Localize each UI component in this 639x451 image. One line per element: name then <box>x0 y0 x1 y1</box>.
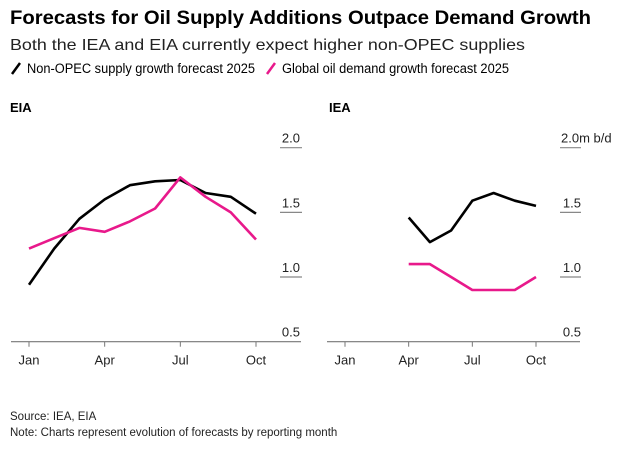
y-tick-label: 0.5 <box>282 325 300 340</box>
legend-label-demand: Global oil demand growth forecast 2025 <box>282 61 509 76</box>
legend-swatch-demand <box>267 63 275 74</box>
legend: Non-OPEC supply growth forecast 2025 Glo… <box>12 61 509 76</box>
legend-label-supply: Non-OPEC supply growth forecast 2025 <box>27 61 255 76</box>
panel-title-eia: EIA <box>10 100 32 115</box>
eia-panel: 0.5 1.0 1.5 2.0 Jan Apr Jul Oct <box>11 131 302 368</box>
source-note: Source: IEA, EIA <box>10 411 97 423</box>
x-tick-label: Oct <box>246 353 267 368</box>
y-unit-label: m b/d <box>579 131 612 146</box>
y-tick-label: 1.0 <box>563 260 581 275</box>
y-tick-label: 2.0 <box>282 131 300 146</box>
series-line-supply <box>29 180 256 285</box>
legend-swatch-supply <box>12 63 20 74</box>
x-tick-label: Jul <box>172 353 189 368</box>
y-tick-label: 2.0m b/d <box>561 131 612 146</box>
iea-panel: 0.5 1.0 1.5 2.0m b/d Jan Apr Jul Oct <box>327 131 612 368</box>
series-line-supply <box>409 193 536 242</box>
y-tick-label: 0.5 <box>563 325 581 340</box>
footnote: Note: Charts represent evolution of fore… <box>10 427 337 439</box>
y-tick-label: 1.0 <box>282 260 300 275</box>
x-tick-label: Oct <box>526 353 547 368</box>
x-tick-label: Apr <box>399 353 420 368</box>
y-tick-label: 1.5 <box>563 195 581 210</box>
x-tick-label: Apr <box>95 353 116 368</box>
x-tick-label: Jan <box>335 353 356 368</box>
series-line-demand <box>409 264 536 290</box>
y-tick-label: 1.5 <box>282 195 300 210</box>
panel-title-iea: IEA <box>329 100 351 115</box>
chart-subtitle: Both the IEA and EIA currently expect hi… <box>10 37 525 54</box>
x-tick-label: Jul <box>464 353 481 368</box>
x-tick-label: Jan <box>19 353 40 368</box>
chart-title: Forecasts for Oil Supply Additions Outpa… <box>10 8 591 29</box>
